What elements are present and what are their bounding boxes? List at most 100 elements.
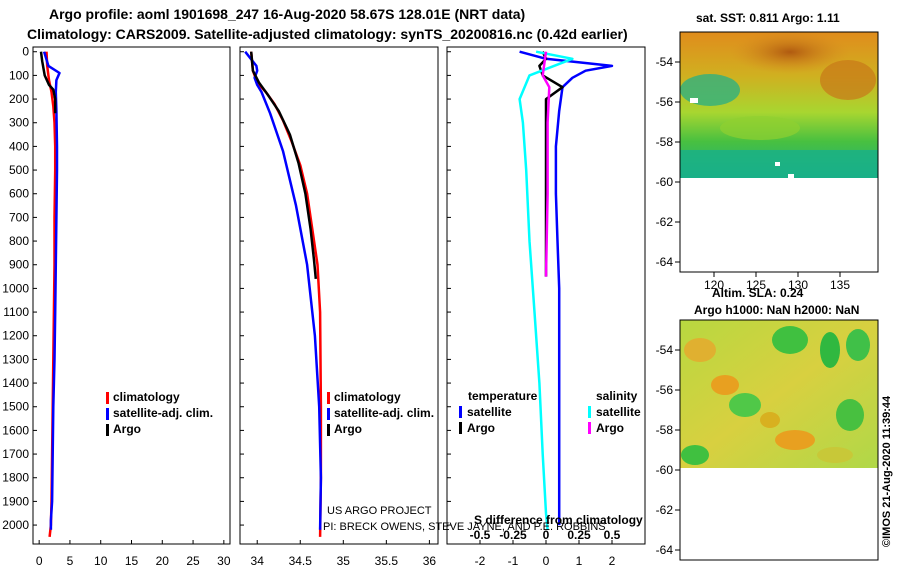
x-tick-label: 35.5 (375, 554, 399, 568)
series-line-satellite-adj-clim- (42, 51, 61, 530)
depth-tick-label: 1100 (3, 305, 29, 319)
legend-title-salinity: salinity (596, 389, 638, 403)
legend-label-temp-argo: Argo (467, 421, 495, 435)
depth-tick-label: 1500 (2, 400, 29, 414)
legend-label-climatology: climatology (113, 390, 180, 404)
legend-swatch-argo (106, 424, 109, 436)
s-tick-label: -0.25 (499, 528, 527, 542)
x-tick-label: 20 (156, 554, 170, 568)
x-tick-label: 30 (217, 554, 231, 568)
series-line-temperature-argo (538, 51, 564, 277)
legend-swatch-climatology (106, 392, 109, 404)
depth-tick-label: 0 (22, 45, 29, 59)
lat-tick-label: -60 (656, 175, 674, 189)
salinity-series (244, 50, 323, 537)
legend-title-temperature: temperature (468, 389, 538, 403)
lat-tick-label: -56 (656, 95, 674, 109)
depth-tick-label: 500 (9, 163, 29, 177)
salinity-x-axis: 34 34.5 35 35.5 36 (251, 540, 436, 568)
lat-tick-label: -60 (656, 463, 674, 477)
salinity-difference-x-axis: -0.5 -0.25 0 0.25 0.5 (470, 528, 621, 542)
depth-tick-label: 400 (9, 139, 29, 153)
series-line-argo (39, 51, 57, 114)
sst-map-title: sat. SST: 0.811 Argo: 1.11 (696, 11, 840, 25)
depth-tick-label: 100 (9, 68, 29, 82)
legend-swatch-satellite (106, 408, 109, 420)
altim-map-title: Altim. SLA: 0.24 (712, 286, 804, 300)
depth-tick-label: 1800 (2, 471, 29, 485)
depth-tick-label: 1900 (2, 494, 29, 508)
depth-tick-label: 1200 (2, 329, 29, 343)
lon-tick-label: 120 (704, 278, 724, 292)
series-line-argo (249, 51, 318, 280)
altim-map-axes: -54 -56 -58 -60 -62 -64 (656, 343, 680, 557)
salinity-panel-frame (239, 46, 439, 545)
legend-swatch-sal-satellite (588, 406, 591, 418)
x-tick-label: 1 (576, 554, 583, 568)
lat-tick-label: -58 (656, 135, 674, 149)
lat-tick-label: -64 (656, 543, 674, 557)
legend-swatch-sal-argo (588, 422, 591, 434)
lon-tick-label: 130 (788, 278, 808, 292)
difference-series (518, 50, 614, 530)
x-tick-label: 25 (186, 554, 200, 568)
lat-tick-label: -54 (656, 343, 674, 357)
legend-label-sal-satellite: satellite (596, 405, 641, 419)
series-line-salinity-argo (541, 51, 551, 277)
legend-label-argo: Argo (334, 422, 362, 436)
series-line-temperature-satellite (519, 50, 614, 526)
x-tick-label: -2 (475, 554, 486, 568)
x-tick-label: 15 (125, 554, 139, 568)
title-line-1: Argo profile: aoml 1901698_247 16-Aug-20… (49, 6, 526, 22)
depth-tick-label: 1000 (2, 281, 29, 295)
x-tick-label: 34.5 (289, 554, 313, 568)
timestamp: ©IMOS 21-Aug-2020 11:39:44 (881, 395, 893, 547)
difference-legend: temperature salinity satellite Argo sate… (459, 389, 641, 435)
x-tick-label: -1 (508, 554, 519, 568)
depth-tick-label: 200 (9, 92, 29, 106)
x-tick-label: 34 (251, 554, 265, 568)
depth-tick-label: 900 (9, 258, 29, 272)
lat-tick-label: -62 (656, 503, 674, 517)
difference-x-axis: -2 -1 0 1 2 (475, 540, 616, 568)
temperature-x-axis: 0 5 10 15 20 25 30 (36, 540, 231, 568)
lat-tick-label: -62 (656, 215, 674, 229)
depth-tick-label: 1700 (2, 447, 29, 461)
x-tick-label: 0 (36, 554, 43, 568)
legend-label-argo: Argo (113, 422, 141, 436)
depth-tick-label: 800 (9, 234, 29, 248)
legend-label-satellite: satellite-adj. clim. (113, 406, 213, 420)
title-line-2: Climatology: CARS2009. Satellite-adjuste… (27, 26, 628, 42)
lat-tick-label: -58 (656, 423, 674, 437)
depth-axis: 0 100 200 300 400 500 600 700 800 900 1000 1100 1200… (2, 45, 451, 532)
salinity-legend: climatology satellite-adj. clim. Argo (327, 390, 434, 436)
lon-tick-label: 135 (830, 278, 850, 292)
temperature-legend: climatology satellite-adj. clim. Argo (106, 390, 213, 436)
legend-swatch-climatology (327, 392, 330, 404)
s-tick-label: 0.5 (604, 528, 621, 542)
x-tick-label: 2 (609, 554, 616, 568)
altim-map-subtitle: Argo h1000: NaN h2000: NaN (694, 303, 859, 317)
credit-project: US ARGO PROJECT (327, 505, 432, 517)
depth-tick-label: 1400 (2, 376, 29, 390)
lat-tick-label: -54 (656, 55, 674, 69)
difference-x-label: S difference from climatology (474, 513, 643, 527)
temperature-panel-frame (32, 46, 231, 545)
sst-map-frame (679, 31, 879, 273)
legend-label-climatology: climatology (334, 390, 401, 404)
s-tick-label: 0.25 (567, 528, 591, 542)
x-tick-label: 0 (543, 554, 550, 568)
depth-tick-label: 300 (9, 116, 29, 130)
sst-map (680, 30, 878, 178)
altim-map-frame (679, 319, 879, 561)
legend-swatch-satellite (327, 408, 330, 420)
lat-tick-label: -64 (656, 255, 674, 269)
series-line-salinity-satellite (518, 50, 574, 530)
depth-tick-label: 2000 (2, 518, 29, 532)
temperature-series (39, 51, 61, 538)
sst-map-axes: -54 -56 -58 -60 -62 -64 120 125 130 135 (656, 55, 851, 292)
depth-tick-label: 1300 (2, 352, 29, 366)
lon-tick-label: 125 (746, 278, 766, 292)
legend-label-temp-satellite: satellite (467, 405, 512, 419)
series-line-satellite-adj-clim- (244, 50, 323, 530)
